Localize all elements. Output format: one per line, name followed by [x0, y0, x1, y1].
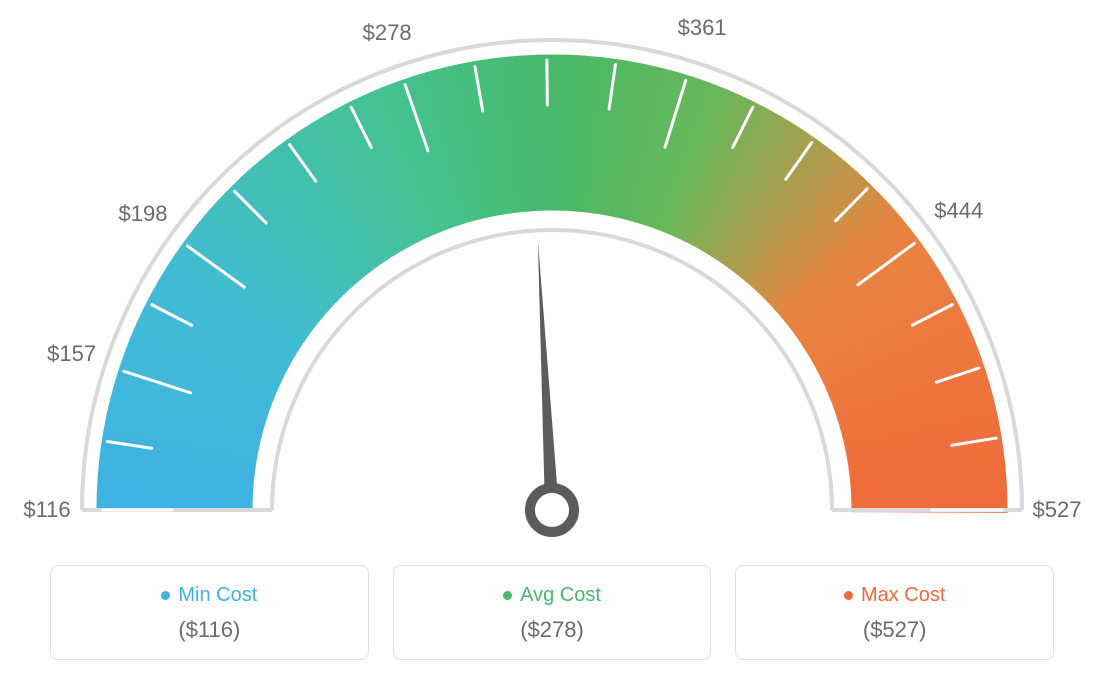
max-cost-label: Max Cost [861, 584, 945, 607]
min-cost-value: ($116) [71, 617, 348, 643]
dot-icon [844, 591, 853, 600]
max-cost-card: Max Cost ($527) [735, 565, 1054, 660]
min-cost-label: Min Cost [178, 584, 257, 607]
gauge-tick-label: $116 [23, 497, 70, 523]
cost-gauge: $116 $157 $198 $278 $361 $444 $527 [0, 0, 1104, 560]
gauge-tick-label: $278 [363, 20, 412, 46]
avg-cost-title: Avg Cost [503, 584, 601, 607]
avg-cost-label: Avg Cost [520, 584, 601, 607]
gauge-tick-label: $198 [119, 201, 168, 227]
min-cost-card: Min Cost ($116) [50, 565, 369, 660]
max-cost-value: ($527) [756, 617, 1033, 643]
gauge-svg [0, 20, 1104, 580]
min-cost-title: Min Cost [161, 584, 257, 607]
dot-icon [161, 591, 170, 600]
avg-cost-value: ($278) [414, 617, 691, 643]
gauge-tick-label: $527 [1033, 497, 1082, 523]
avg-cost-card: Avg Cost ($278) [393, 565, 712, 660]
dot-icon [503, 591, 512, 600]
cost-summary-cards: Min Cost ($116) Avg Cost ($278) Max Cost… [50, 565, 1054, 660]
gauge-tick-label: $361 [678, 15, 727, 41]
max-cost-title: Max Cost [844, 584, 945, 607]
gauge-tick-label: $157 [47, 341, 96, 367]
gauge-tick-label: $444 [934, 198, 983, 224]
